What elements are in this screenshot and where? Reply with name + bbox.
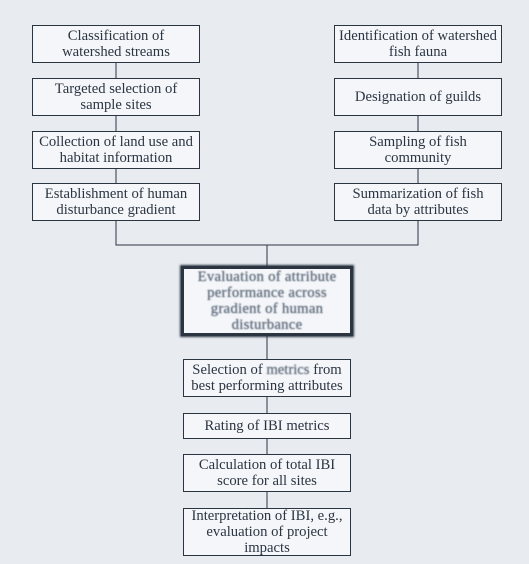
flow-node-label: Designation of guilds	[355, 89, 481, 105]
flow-node-n7: Sampling of fish community	[334, 131, 502, 169]
flow-node-n6: Designation of guilds	[334, 78, 502, 116]
flow-node-label: Sampling of fish community	[339, 134, 497, 166]
flow-node-label: Summarization of fish data by attributes	[339, 186, 497, 218]
flow-node-n10: Selection of metrics from best performin…	[183, 359, 351, 397]
flow-node-label: Rating of IBI metrics	[205, 418, 330, 434]
flow-node-n9: Evaluation of attribute performance acro…	[183, 268, 351, 334]
flowchart-canvas: Classification of watershed streams Targe…	[0, 0, 529, 564]
flow-node-label: Classification of watershed streams	[37, 28, 195, 60]
flow-node-label: Establishment of human disturbance gradi…	[37, 186, 195, 218]
flow-node-n3: Collection of land use and habitat infor…	[32, 131, 200, 169]
connector	[116, 221, 267, 268]
flow-node-n11: Rating of IBI metrics	[183, 413, 351, 439]
flow-node-label: Collection of land use and habitat infor…	[37, 134, 195, 166]
flow-node-n12: Calculation of total IBI score for all s…	[183, 454, 351, 492]
connector	[267, 221, 418, 245]
flow-node-n1: Classification of watershed streams	[32, 25, 200, 63]
flow-node-n8: Summarization of fish data by attributes	[334, 183, 502, 221]
flow-node-n4: Establishment of human disturbance gradi…	[32, 183, 200, 221]
flow-node-label: Identification of watershed fish fauna	[339, 28, 497, 60]
flow-node-label: Interpretation of IBI, e.g., evaluation …	[188, 508, 346, 556]
flow-node-n13: Interpretation of IBI, e.g., evaluation …	[183, 508, 351, 556]
flow-node-label: Selection of metrics from best performin…	[188, 362, 346, 394]
flow-node-label: Evaluation of attribute performance acro…	[188, 269, 346, 334]
flow-node-n5: Identification of watershed fish fauna	[334, 25, 502, 63]
flow-node-label: Calculation of total IBI score for all s…	[188, 457, 346, 489]
flow-node-label: Targeted selection of sample sites	[37, 81, 195, 113]
flow-node-n2: Targeted selection of sample sites	[32, 78, 200, 116]
